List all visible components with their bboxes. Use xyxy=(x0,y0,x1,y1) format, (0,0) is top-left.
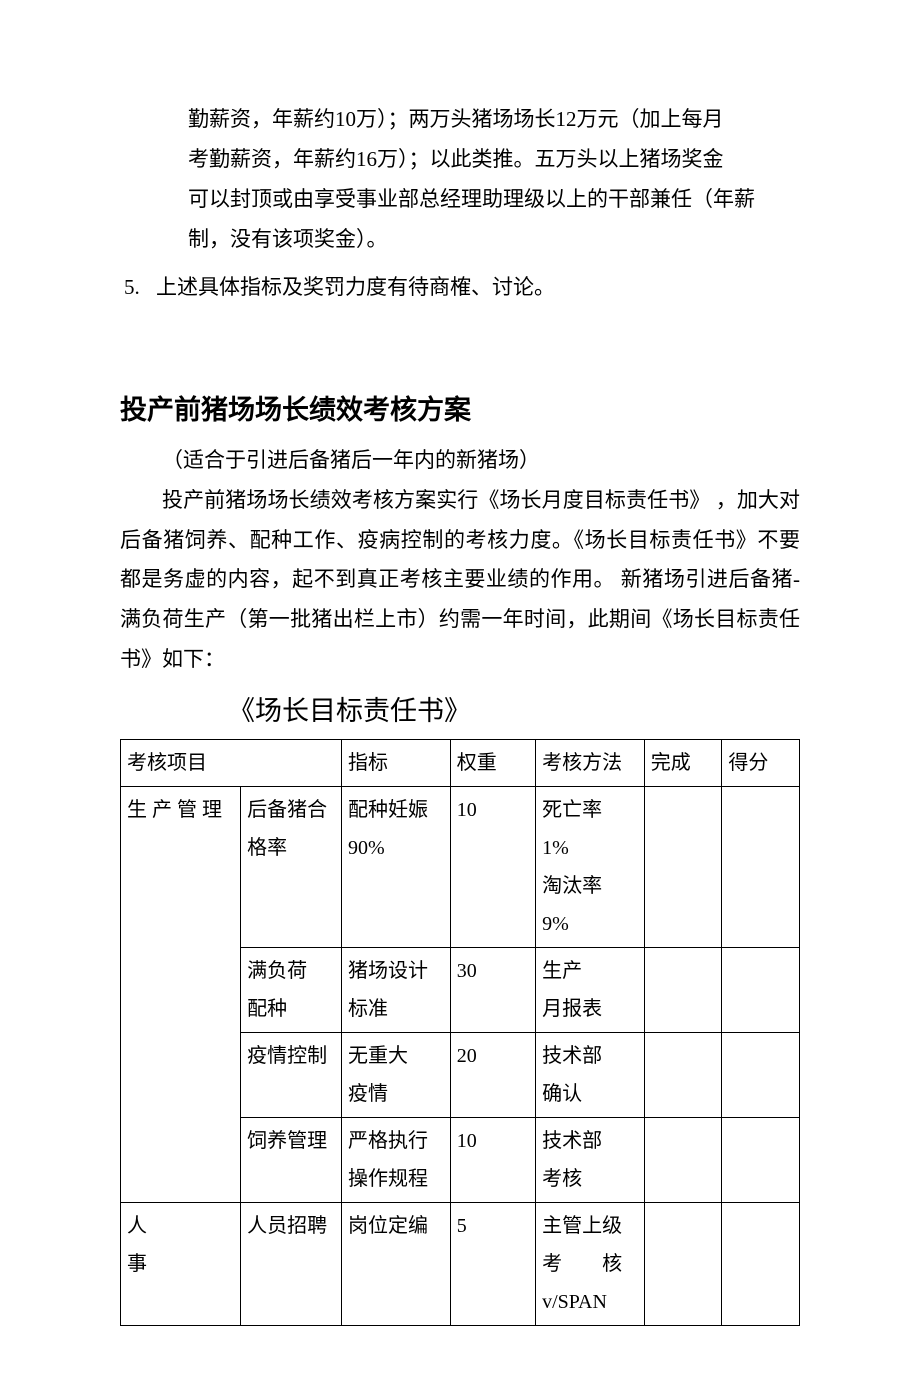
table-title: 《场长目标责任书》 xyxy=(120,686,800,737)
cell-done xyxy=(644,1203,722,1326)
th-weight: 权重 xyxy=(450,740,535,787)
cell-done xyxy=(644,948,722,1033)
cell-sub: 人员招聘 xyxy=(241,1203,342,1326)
cell-score xyxy=(722,1203,800,1326)
list-item-5: 5. 上述具体指标及奖罚力度有待商榷、讨论。 xyxy=(120,268,800,308)
cont-line: 考勤薪资，年薪约16万）；以此类推。五万头以上猪场奖金 xyxy=(188,140,800,180)
cont-line: 制，没有该项奖金）。 xyxy=(188,220,800,260)
cell-score xyxy=(722,1118,800,1203)
cont-line: 勤薪资，年薪约10万）；两万头猪场场长12万元（加上每月 xyxy=(188,100,800,140)
th-metric: 指标 xyxy=(342,740,451,787)
table-header-row: 考核项目 指标 权重 考核方法 完成 得分 xyxy=(121,740,800,787)
table-row: 人事 人员招聘 岗位定编 5 主管上级考 核v/SPAN xyxy=(121,1203,800,1326)
cell-done xyxy=(644,1118,722,1203)
cell-metric: 严格执行操作规程 xyxy=(342,1118,451,1203)
cell-metric: 猪场设计标准 xyxy=(342,948,451,1033)
list-number: 5. xyxy=(120,268,156,308)
cont-line: 可以封顶或由享受事业部总经理助理级以上的干部兼任（年薪 xyxy=(188,180,800,220)
cell-metric: 配种妊娠90% xyxy=(342,787,451,948)
cell-score xyxy=(722,787,800,948)
th-score: 得分 xyxy=(722,740,800,787)
table-row: 生 产 管 理 后备猪合格率 配种妊娠90% 10 死亡率1%淘汰率9% xyxy=(121,787,800,948)
cell-category: 人事 xyxy=(121,1203,241,1326)
cell-method: 技术部考核 xyxy=(536,1118,645,1203)
cell-metric: 岗位定编 xyxy=(342,1203,451,1326)
th-done: 完成 xyxy=(644,740,722,787)
cell-score xyxy=(722,948,800,1033)
cell-method: 死亡率1%淘汰率9% xyxy=(536,787,645,948)
cell-weight: 20 xyxy=(450,1033,535,1118)
cell-metric: 无重大疫情 xyxy=(342,1033,451,1118)
cell-done xyxy=(644,1033,722,1118)
cell-weight: 10 xyxy=(450,787,535,948)
cell-method: 生产月报表 xyxy=(536,948,645,1033)
section-body: 投产前猪场场长绩效考核方案实行《场长月度目标责任书》 ，加大对后备猪饲养、配种工… xyxy=(120,481,800,680)
cell-weight: 30 xyxy=(450,948,535,1033)
cell-method: 主管上级考 核v/SPAN xyxy=(536,1203,645,1326)
section-subtitle: （适合于引进后备猪后一年内的新猪场） xyxy=(120,441,800,481)
responsibility-table: 考核项目 指标 权重 考核方法 完成 得分 生 产 管 理 后备猪合格率 配种妊… xyxy=(120,739,800,1326)
cell-weight: 5 xyxy=(450,1203,535,1326)
cell-method: 技术部确认 xyxy=(536,1033,645,1118)
cell-sub: 满负荷配种 xyxy=(241,948,342,1033)
cell-score xyxy=(722,1033,800,1118)
section-heading: 投产前猪场场长绩效考核方案 xyxy=(120,385,800,436)
cell-sub: 疫情控制 xyxy=(241,1033,342,1118)
cell-sub: 饲养管理 xyxy=(241,1118,342,1203)
section-gap xyxy=(120,315,800,385)
cell-weight: 10 xyxy=(450,1118,535,1203)
cell-category: 生 产 管 理 xyxy=(121,787,241,1203)
cell-sub: 后备猪合格率 xyxy=(241,787,342,948)
prior-item-continuation: 勤薪资，年薪约10万）；两万头猪场场长12万元（加上每月 考勤薪资，年薪约16万… xyxy=(120,100,800,260)
list-text: 上述具体指标及奖罚力度有待商榷、讨论。 xyxy=(156,268,800,308)
th-item: 考核项目 xyxy=(121,740,342,787)
th-method: 考核方法 xyxy=(536,740,645,787)
cell-done xyxy=(644,787,722,948)
